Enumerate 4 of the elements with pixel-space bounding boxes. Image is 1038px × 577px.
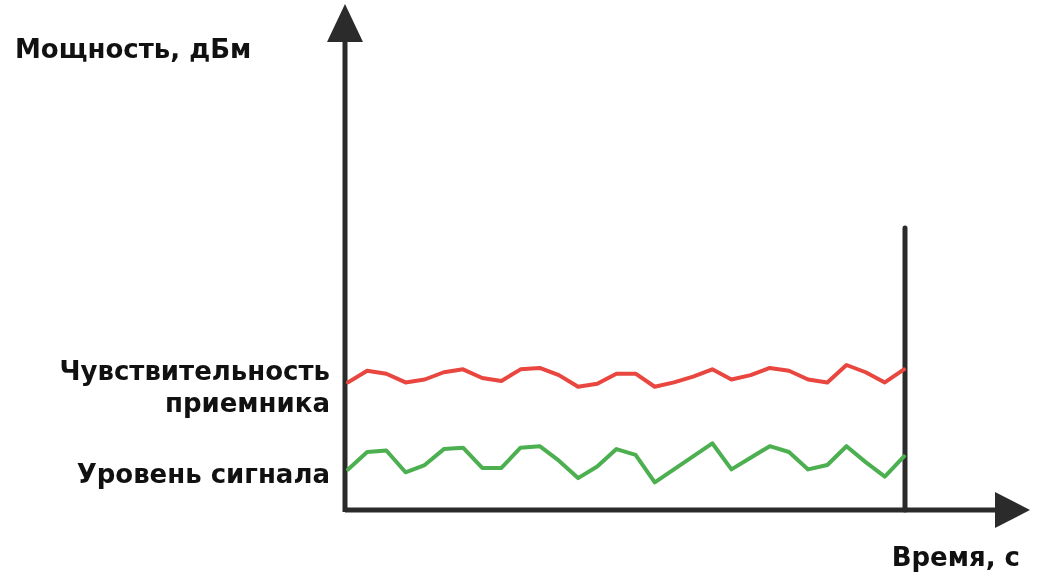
series-label: Уровень сигнала: [76, 458, 330, 489]
text: Мощность, дБм: [15, 34, 252, 64]
series-label: Чувствительность приемника: [59, 355, 330, 418]
x-axis-title: Время, с: [891, 542, 1020, 572]
